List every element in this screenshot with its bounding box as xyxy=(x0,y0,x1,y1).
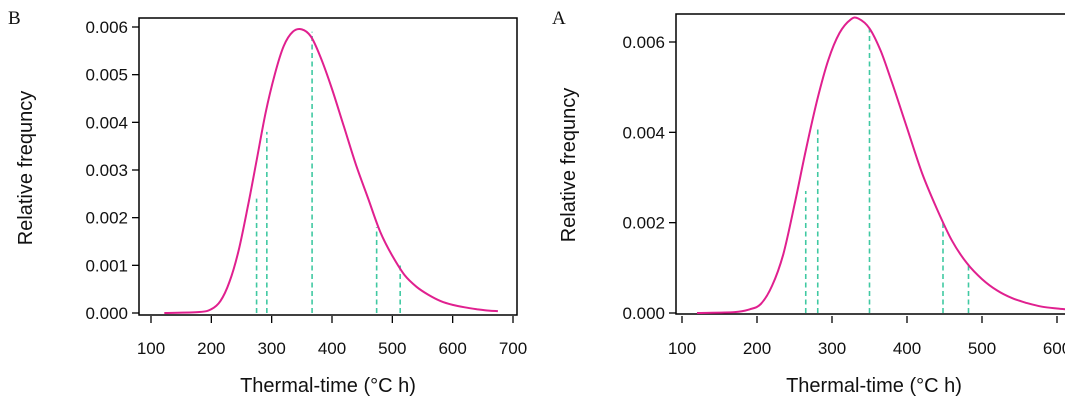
y-axis: 0.000 0.001 0.002 0.003 0.004 0.005 0.006 xyxy=(85,18,139,323)
y-tick-label: 0.005 xyxy=(85,66,128,85)
x-tick-label: 300 xyxy=(818,339,846,358)
y-tick-label: 0.001 xyxy=(85,256,128,275)
y-axis-title: Relative frequncy xyxy=(558,88,580,243)
y-axis: 0.000 0.002 0.004 0.006 xyxy=(622,33,676,323)
x-tick-label: 400 xyxy=(893,339,921,358)
x-tick-label: 200 xyxy=(743,339,771,358)
y-tick-label: 0.004 xyxy=(85,113,128,132)
quantile-lines xyxy=(804,28,970,313)
x-axis-title: Thermal-time (°C h) xyxy=(240,375,416,397)
plot-frame xyxy=(675,13,1065,315)
x-tick-label: 100 xyxy=(137,339,165,358)
density-curve xyxy=(696,16,1065,314)
y-tick-label: 0.003 xyxy=(85,161,128,180)
x-tick-label: 600 xyxy=(1043,339,1065,358)
y-tick-label: 0.006 xyxy=(85,18,128,37)
plot-frame xyxy=(138,17,518,316)
y-tick-label: 0.000 xyxy=(85,304,128,323)
panel-b: B 100 200 300 400 500 600 700 0.0000.0010.0020… xyxy=(8,8,527,397)
y-tick-label: 0.004 xyxy=(622,123,665,142)
y-tick-label: 0.002 xyxy=(85,209,128,228)
y-tick-label: 0.002 xyxy=(622,214,665,233)
y-tick-label: 0.000 xyxy=(622,304,665,323)
x-tick-label: 100 xyxy=(668,339,696,358)
x-axis: 100 200 300 400 500 600 700 xyxy=(137,316,527,358)
x-tick-label: 600 xyxy=(438,339,466,358)
y-tick-label: 0.006 xyxy=(622,33,665,52)
y-axis-title: Relative frequncy xyxy=(15,91,37,246)
x-axis-title: Thermal-time (°C h) xyxy=(786,375,962,397)
panel-label: A xyxy=(552,8,566,29)
density-curve xyxy=(164,28,498,314)
x-tick-label: 500 xyxy=(968,339,996,358)
x-tick-label: 500 xyxy=(378,339,406,358)
x-tick-label: 700 xyxy=(499,339,527,358)
x-tick-label: 200 xyxy=(197,339,225,358)
quantile-lines xyxy=(255,31,401,313)
x-tick-label: 300 xyxy=(257,339,285,358)
x-tick-label: 400 xyxy=(318,339,346,358)
panel-label: B xyxy=(8,8,21,29)
x-axis: 100 200 300 400 500 600 xyxy=(668,316,1065,358)
